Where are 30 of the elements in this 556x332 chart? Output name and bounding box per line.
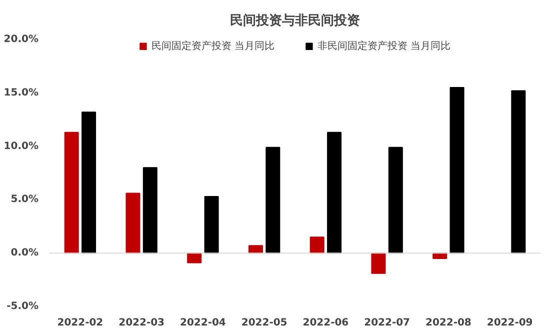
bar — [327, 132, 342, 254]
bar — [388, 146, 403, 254]
x-tick-label: 2022-05 — [241, 318, 288, 328]
chart-title: 民间投资与非民间投资 — [230, 14, 360, 28]
x-tick-label: 2022-06 — [302, 318, 349, 328]
x-tick-label: 2022-04 — [180, 318, 226, 328]
bar — [511, 90, 526, 254]
x-tick-label: 2022-03 — [118, 318, 165, 328]
y-tick-label: 0.0% — [10, 248, 38, 259]
bar — [204, 196, 219, 254]
y-tick-label: -5.0% — [6, 301, 39, 312]
x-tick-label: 2022-08 — [425, 318, 472, 328]
bar — [310, 236, 324, 254]
bar — [142, 167, 158, 254]
bar — [371, 252, 386, 274]
bar — [82, 112, 96, 254]
bar — [64, 132, 79, 254]
y-tick-label: 5.0% — [10, 194, 38, 206]
legend-label: 非民间固定资产投资 当月同比 — [318, 40, 451, 53]
y-tick-label: 10.0% — [4, 140, 39, 152]
y-tick-label: 15.0% — [4, 87, 39, 98]
bar — [126, 192, 140, 254]
bar — [450, 87, 464, 254]
y-tick-label: 20.0% — [4, 34, 39, 45]
bar — [266, 146, 280, 254]
x-tick-label: 2022-07 — [364, 318, 410, 328]
bar — [187, 252, 202, 264]
x-tick-label: 2022-02 — [57, 318, 104, 328]
legend-label: 民间固定资产投资 当月同比 — [151, 40, 274, 53]
x-tick-label: 2022-09 — [486, 318, 533, 328]
